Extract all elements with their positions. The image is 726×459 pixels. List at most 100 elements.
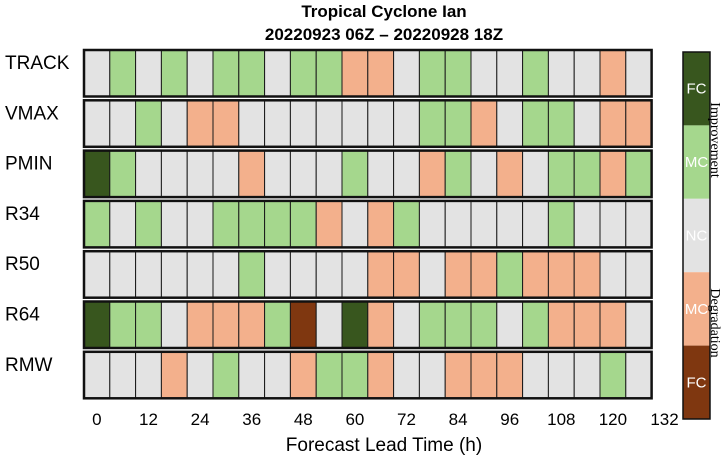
cell-rmw-13 xyxy=(418,351,446,399)
cell-vmax-11 xyxy=(367,99,395,148)
row-labels: TRACK VMAX PMIN R34 R50 R64 RMW xyxy=(5,53,70,376)
row-outline-r34 xyxy=(82,199,653,249)
cell-track-20 xyxy=(599,49,627,97)
cell-rmw-12 xyxy=(393,351,420,399)
cell-track-9 xyxy=(315,49,343,97)
cell-r64-4 xyxy=(186,301,214,349)
cell-vmax-13 xyxy=(418,99,446,148)
row-outline-r50 xyxy=(82,249,653,299)
cell-r34-9 xyxy=(315,200,343,248)
cell-r34-17 xyxy=(522,200,549,248)
cell-r34-13 xyxy=(418,200,446,248)
row-outline-r64 xyxy=(82,300,653,350)
cell-r64-19 xyxy=(573,301,601,349)
cell-r64-11 xyxy=(367,301,395,349)
cell-pmin-19 xyxy=(573,150,601,198)
cell-rmw-2 xyxy=(135,351,162,399)
cell-r64-13 xyxy=(418,301,446,349)
row-label-pmin: PMIN xyxy=(5,154,53,175)
cell-track-4 xyxy=(186,49,214,97)
cell-vmax-17 xyxy=(522,99,549,148)
cell-pmin-18 xyxy=(547,150,575,198)
cell-track-1 xyxy=(109,49,137,97)
x-axis-ticks: 0 12 24 36 48 60 72 84 96 108 120 132 xyxy=(92,410,679,429)
cell-pmin-16 xyxy=(496,150,524,198)
cell-rmw-15 xyxy=(470,351,498,399)
legend-swatch-1 xyxy=(683,125,710,199)
cell-r34-11 xyxy=(367,200,395,248)
x-tick-24: 24 xyxy=(191,410,210,429)
cell-track-17 xyxy=(522,49,549,97)
cell-r64-5 xyxy=(212,301,240,349)
row-label-r50: R50 xyxy=(5,254,40,275)
cell-r50-21 xyxy=(625,250,653,299)
cell-rmw-6 xyxy=(238,351,266,399)
cell-rmw-19 xyxy=(573,351,601,399)
cell-r64-0 xyxy=(83,301,111,349)
cell-r64-3 xyxy=(160,301,188,349)
legend-outline xyxy=(682,51,711,420)
cell-vmax-15 xyxy=(470,99,498,148)
cell-vmax-8 xyxy=(289,99,317,148)
cell-r34-6 xyxy=(238,200,266,248)
legend-label-1: MC xyxy=(685,154,708,171)
cell-vmax-9 xyxy=(315,99,343,148)
x-axis-title: Forecast Lead Time (h) xyxy=(286,435,482,456)
row-outline-rmw xyxy=(82,350,653,400)
cell-vmax-19 xyxy=(573,99,601,148)
cell-track-13 xyxy=(418,49,446,97)
cell-track-21 xyxy=(625,49,653,97)
cell-pmin-21 xyxy=(625,150,653,198)
legend-label-3: MC xyxy=(685,301,708,318)
legend-colorbar: FC MC NC MC FC xyxy=(682,51,711,420)
legend-bottom-label: Degradation xyxy=(707,288,722,357)
cell-track-7 xyxy=(264,49,291,97)
cell-vmax-2 xyxy=(135,99,162,148)
cell-r34-0 xyxy=(83,200,111,248)
cell-r34-20 xyxy=(599,200,627,248)
legend-top-label: Improvement xyxy=(707,102,722,178)
cell-vmax-21 xyxy=(625,99,653,148)
cell-r34-10 xyxy=(341,200,369,248)
row-label-track: TRACK xyxy=(5,53,70,74)
cell-r34-12 xyxy=(393,200,420,248)
cell-r64-21 xyxy=(625,301,653,349)
cell-rmw-10 xyxy=(341,351,369,399)
cell-rmw-4 xyxy=(186,351,214,399)
cell-r50-7 xyxy=(264,250,291,299)
cell-r50-14 xyxy=(444,250,472,299)
cell-r34-15 xyxy=(470,200,498,248)
legend-label-2: NC xyxy=(686,228,708,245)
cell-track-15 xyxy=(470,49,498,97)
cell-r50-0 xyxy=(83,250,111,299)
row-label-r64: R64 xyxy=(5,305,40,326)
cell-r50-5 xyxy=(212,250,240,299)
x-tick-36: 36 xyxy=(242,410,261,429)
cell-pmin-15 xyxy=(470,150,498,198)
cell-track-8 xyxy=(289,49,317,97)
cell-r50-2 xyxy=(135,250,162,299)
cell-pmin-2 xyxy=(135,150,162,198)
cell-r50-16 xyxy=(496,250,524,299)
cell-track-6 xyxy=(238,49,266,97)
cell-rmw-0 xyxy=(83,351,111,399)
cell-r50-4 xyxy=(186,250,214,299)
cell-r64-17 xyxy=(522,301,549,349)
cell-track-11 xyxy=(367,49,395,97)
cell-vmax-6 xyxy=(238,99,266,148)
cell-pmin-6 xyxy=(238,150,266,198)
cell-r34-18 xyxy=(547,200,575,248)
cell-r50-15 xyxy=(470,250,498,299)
cell-r34-8 xyxy=(289,200,317,248)
cell-rmw-16 xyxy=(496,351,524,399)
cell-rmw-18 xyxy=(547,351,575,399)
cell-pmin-3 xyxy=(160,150,188,198)
legend-swatch-0 xyxy=(683,52,710,126)
cell-r34-5 xyxy=(212,200,240,248)
cell-r64-6 xyxy=(238,301,266,349)
row-label-r34: R34 xyxy=(5,204,40,225)
x-tick-96: 96 xyxy=(500,410,519,429)
cell-r50-18 xyxy=(547,250,575,299)
cell-rmw-17 xyxy=(522,351,549,399)
